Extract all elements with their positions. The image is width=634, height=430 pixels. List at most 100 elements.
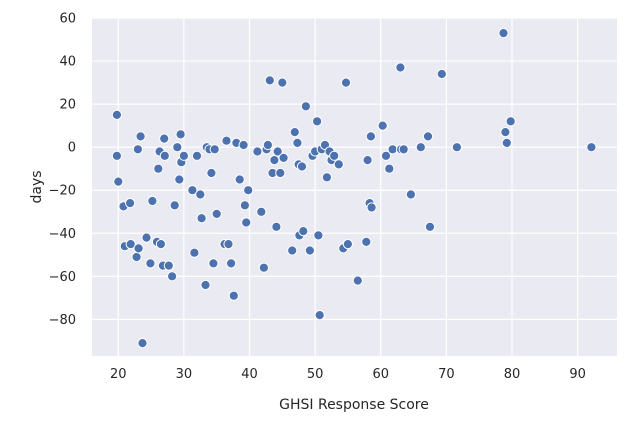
data-point	[498, 27, 509, 39]
data-point	[292, 137, 303, 148]
data-point	[340, 77, 352, 88]
data-point	[200, 279, 211, 291]
data-point	[141, 232, 152, 243]
data-point	[169, 200, 180, 211]
data-point	[424, 221, 436, 232]
data-point	[239, 200, 250, 211]
data-point	[159, 133, 170, 144]
data-point	[159, 150, 170, 161]
x-tick-labels: 20 30 40 50 60 70 80 90	[110, 367, 586, 382]
y-tick-label: −80	[49, 313, 76, 328]
data-point	[155, 239, 166, 250]
data-point	[113, 176, 124, 187]
data-point	[366, 202, 377, 213]
data-point	[278, 152, 289, 163]
data-point	[238, 139, 249, 151]
data-point	[405, 189, 416, 200]
data-point	[304, 245, 315, 256]
y-tick-label: −20	[49, 184, 76, 199]
data-point	[362, 155, 373, 166]
data-point	[384, 163, 395, 174]
data-point	[209, 144, 220, 155]
data-point	[342, 239, 353, 250]
data-point	[196, 213, 207, 224]
y-tick-label: 0	[68, 141, 76, 156]
x-tick-label: 90	[569, 367, 586, 382]
data-point	[125, 198, 136, 209]
y-axis-label: days	[29, 170, 45, 203]
data-point	[133, 243, 144, 254]
data-point	[243, 185, 254, 196]
data-point	[395, 62, 406, 73]
data-point	[505, 116, 516, 127]
data-point	[223, 239, 234, 250]
x-tick-label: 30	[176, 367, 193, 382]
data-point	[329, 150, 340, 161]
data-point	[226, 258, 237, 269]
data-point	[178, 150, 189, 161]
y-tick-label: −60	[49, 270, 76, 285]
data-point	[262, 139, 273, 151]
data-point	[111, 150, 123, 161]
data-point	[147, 195, 158, 207]
data-point	[221, 135, 232, 146]
data-point	[314, 310, 325, 321]
data-point	[252, 146, 263, 157]
data-point	[387, 144, 398, 155]
y-tick-label: 20	[59, 98, 76, 113]
data-point	[137, 338, 148, 349]
data-point	[415, 142, 426, 153]
x-tick-label: 60	[372, 367, 389, 382]
data-point	[153, 163, 164, 174]
x-axis-label: GHSI Response Score	[279, 397, 429, 413]
data-points	[111, 27, 597, 349]
data-point	[272, 146, 283, 157]
x-tick-label: 80	[504, 367, 521, 382]
data-point	[500, 127, 511, 138]
data-point	[277, 77, 288, 88]
data-point	[298, 226, 309, 237]
data-point	[258, 262, 269, 273]
y-tick-label: −40	[49, 227, 76, 242]
data-point	[300, 101, 311, 112]
data-point	[132, 144, 143, 155]
data-point	[296, 161, 308, 172]
y-tick-label: 40	[59, 55, 76, 70]
data-point	[131, 251, 142, 263]
data-point	[287, 245, 298, 256]
x-tick-label: 70	[438, 367, 455, 382]
data-point	[436, 68, 447, 80]
data-point	[312, 116, 323, 127]
data-point	[211, 208, 222, 219]
data-point	[313, 230, 324, 241]
data-point	[321, 172, 332, 183]
data-point	[135, 131, 146, 142]
data-point	[422, 131, 434, 142]
data-point	[174, 174, 185, 185]
data-point	[206, 167, 217, 179]
data-point	[189, 247, 200, 258]
data-point	[163, 260, 174, 271]
data-point	[380, 150, 392, 161]
data-point	[269, 155, 280, 166]
data-point	[398, 144, 409, 155]
y-tick-labels: 60 40 20 0 −20 −40 −60 −80	[49, 12, 76, 328]
data-point	[333, 159, 344, 170]
data-point	[352, 275, 363, 286]
data-point	[195, 189, 206, 200]
data-point	[501, 137, 512, 148]
x-tick-label: 20	[110, 367, 127, 382]
data-point	[228, 290, 239, 301]
data-point	[187, 185, 198, 196]
data-point	[271, 221, 282, 232]
data-point	[172, 142, 183, 153]
data-point	[256, 206, 267, 217]
data-point	[586, 142, 597, 153]
data-point	[241, 217, 252, 228]
x-tick-label: 40	[241, 367, 258, 382]
data-point	[289, 127, 300, 138]
y-tick-label: 60	[59, 12, 76, 27]
data-point	[145, 258, 156, 269]
data-point	[275, 167, 286, 179]
